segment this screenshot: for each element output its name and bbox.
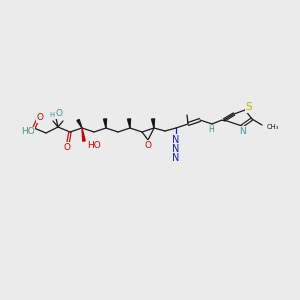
Text: O: O xyxy=(145,140,152,149)
Text: S: S xyxy=(246,102,252,112)
Text: O: O xyxy=(56,110,62,118)
Text: O: O xyxy=(64,142,70,152)
Text: CH₃: CH₃ xyxy=(267,124,279,130)
Polygon shape xyxy=(77,119,82,128)
Text: N: N xyxy=(172,135,180,145)
Polygon shape xyxy=(152,119,154,128)
Text: H: H xyxy=(49,112,54,118)
Text: HO: HO xyxy=(87,142,101,151)
Text: N: N xyxy=(172,144,180,154)
Text: N: N xyxy=(240,127,246,136)
Polygon shape xyxy=(103,119,106,128)
Polygon shape xyxy=(128,119,130,128)
Text: HO: HO xyxy=(21,128,35,136)
Text: H: H xyxy=(208,125,214,134)
Text: N: N xyxy=(172,153,180,163)
Polygon shape xyxy=(82,128,85,141)
Text: O: O xyxy=(37,113,44,122)
